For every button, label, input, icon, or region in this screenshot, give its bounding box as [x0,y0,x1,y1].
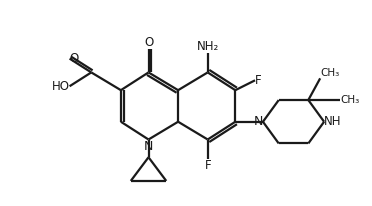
Text: CH₃: CH₃ [320,68,339,78]
Text: F: F [204,159,211,172]
Text: NH₂: NH₂ [196,40,219,53]
Text: O: O [70,52,79,65]
Text: CH₃: CH₃ [340,95,359,105]
Text: N: N [254,115,263,128]
Text: F: F [255,74,262,87]
Text: N: N [144,139,153,152]
Text: O: O [144,36,153,49]
Text: HO: HO [52,80,70,93]
Text: NH: NH [324,115,341,128]
